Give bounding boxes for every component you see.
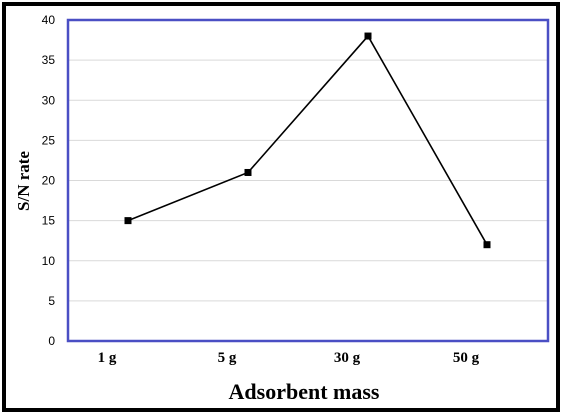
y-axis-title: S/N rate <box>14 151 33 211</box>
x-tick-label: 1 g <box>98 350 117 366</box>
series-line <box>127 34 488 246</box>
y-tick-label: 35 <box>42 53 56 67</box>
grid-lines <box>68 59 548 302</box>
x-tick-label: 30 g <box>334 350 361 366</box>
y-tick-label: 20 <box>42 174 56 188</box>
y-tick-label: 30 <box>42 93 56 107</box>
y-tick-label: 10 <box>42 254 56 268</box>
y-tick-label: 5 <box>48 294 55 308</box>
x-axis-title: Adsorbent mass <box>229 379 380 404</box>
x-tick-label: 50 g <box>453 350 480 366</box>
x-tick-label: 5 g <box>218 350 237 366</box>
data-point-marker <box>244 168 252 176</box>
data-point-marker <box>124 217 132 225</box>
data-point-marker <box>364 32 372 40</box>
y-tick-label: 15 <box>42 214 56 228</box>
plot-area-border <box>66 18 550 343</box>
y-axis-ticks: 0 5 10 15 20 25 30 35 40 <box>42 13 56 348</box>
y-tick-label: 40 <box>42 13 56 27</box>
data-markers <box>124 32 491 249</box>
data-point-marker <box>483 241 491 249</box>
x-axis-ticks: 1 g 5 g 30 g 50 g <box>98 350 480 366</box>
y-tick-label: 0 <box>48 334 55 348</box>
y-tick-label: 25 <box>42 133 56 147</box>
